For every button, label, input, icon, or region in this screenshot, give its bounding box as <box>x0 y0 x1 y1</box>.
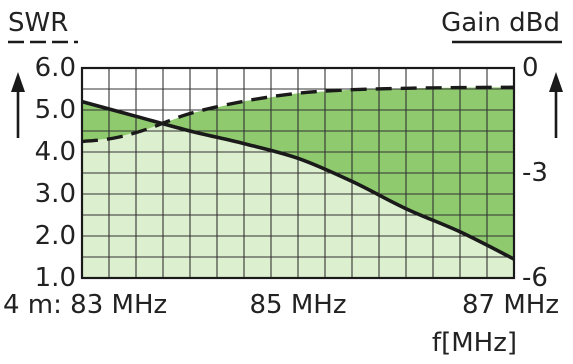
gain-axis-arrow-head <box>549 72 563 92</box>
y-left-tick-label: 6.0 <box>34 53 76 83</box>
x-axis-title: f[MHz] <box>431 328 517 358</box>
swr-curve <box>82 99 514 261</box>
x-tick-label: 4 m: 83 MHz <box>3 290 168 320</box>
y-left-tick-label: 4.0 <box>34 137 76 167</box>
left-axis-title: SWR <box>8 8 69 38</box>
gain-curve <box>82 85 514 144</box>
x-tick-label: 87 MHz <box>462 290 559 320</box>
swr-axis-arrow-head <box>11 72 25 92</box>
right-axis-title: Gain dBd <box>441 8 560 38</box>
x-tick-label: 85 MHz <box>249 290 347 320</box>
y-right-tick-label: -3 <box>522 158 548 188</box>
y-left-tick-label: 1.0 <box>34 263 76 293</box>
y-right-tick-label: 0 <box>522 53 539 83</box>
y-left-tick-label: 3.0 <box>34 179 76 209</box>
y-left-tick-label: 5.0 <box>34 95 76 125</box>
plot-frame <box>80 66 516 280</box>
y-right-tick-label: -6 <box>522 263 548 293</box>
y-left-tick-label: 2.0 <box>34 221 76 251</box>
